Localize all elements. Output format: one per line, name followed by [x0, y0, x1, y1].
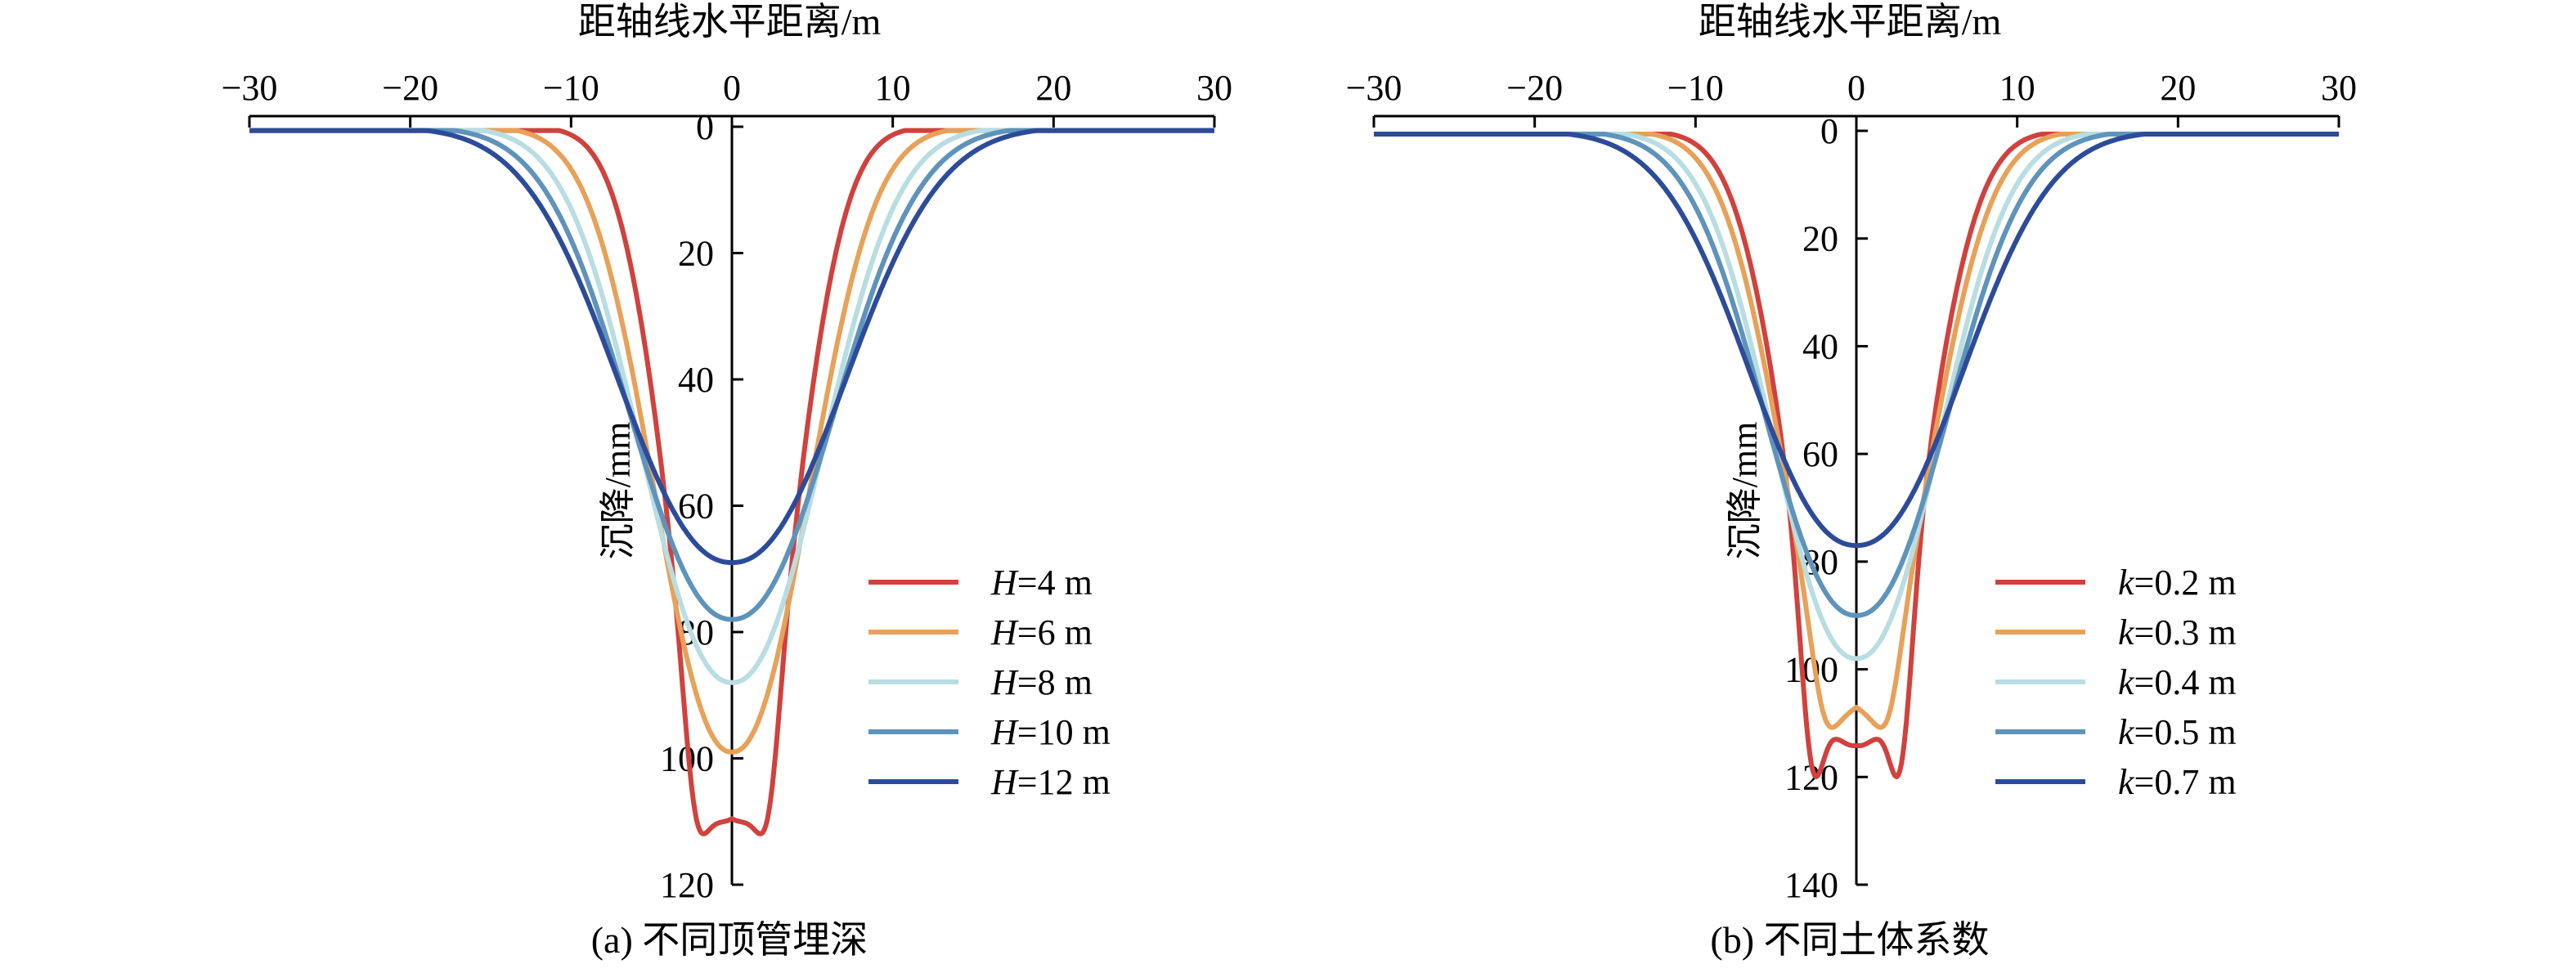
chart-panel-b: 距轴线水平距离/m−30 −20 −10 0 10 20 30020406080100120… [1346, 1, 2357, 961]
x-tick-label: −30 [1346, 68, 1402, 108]
panel-caption: (a) 不同顶管埋深 [591, 919, 868, 961]
y-axis-title: 沉降/mm [1725, 422, 1765, 560]
legend-label: k=0.5 m [2118, 712, 2237, 752]
legend-label: H=10 m [990, 712, 1111, 752]
panel-caption: (b) 不同土体系数 [1710, 919, 1989, 961]
legend-label: H=8 m [990, 662, 1093, 702]
x-tick-label: 0 [1847, 68, 1865, 108]
x-tick-label: −30 [222, 68, 278, 108]
x-axis-title: 距轴线水平距离/m [578, 1, 882, 43]
chart-panel-a: 距轴线水平距离/m−30 −20 −10 0 10 20 30020406080100120… [222, 1, 1232, 961]
x-tick-label: −10 [1667, 68, 1724, 108]
y-tick-label: 60 [678, 486, 714, 527]
x-tick-label: 20 [2160, 68, 2196, 108]
legend-label: k=0.4 m [2118, 662, 2237, 702]
legend-label: k=0.7 m [2118, 762, 2237, 802]
legend-label: H=12 m [990, 762, 1111, 802]
x-tick-label: 10 [875, 68, 911, 108]
x-tick-label: 10 [1999, 68, 2035, 108]
x-axis-title: 距轴线水平距离/m [1699, 1, 2002, 43]
x-tick-label: 0 [723, 68, 741, 108]
x-tick-label: −10 [543, 68, 599, 108]
x-tick-label: −20 [1506, 68, 1563, 108]
x-tick-label: −20 [382, 68, 438, 108]
y-tick-label: 40 [678, 360, 714, 400]
y-tick-label: 0 [696, 107, 714, 147]
legend-label: k=0.3 m [2118, 612, 2237, 652]
x-tick-label: 30 [1196, 68, 1232, 108]
series-line [1373, 132, 2340, 549]
y-tick-label: 60 [1802, 434, 1838, 474]
y-axis-title: 沉降/mm [598, 422, 638, 560]
legend-label: k=0.2 m [2118, 563, 2237, 603]
y-tick-label: 120 [660, 865, 714, 905]
series-line [249, 128, 1215, 565]
y-tick-label: 20 [1802, 219, 1838, 259]
y-tick-label: 40 [1802, 326, 1838, 366]
legend-label: H=6 m [990, 612, 1093, 652]
y-tick-label: 20 [678, 234, 714, 274]
y-tick-label: 0 [1820, 111, 1838, 151]
x-tick-label: 20 [1035, 68, 1071, 108]
legend-label: H=4 m [990, 563, 1093, 603]
y-tick-label: 140 [1784, 865, 1838, 905]
x-tick-label: 30 [2321, 68, 2357, 108]
